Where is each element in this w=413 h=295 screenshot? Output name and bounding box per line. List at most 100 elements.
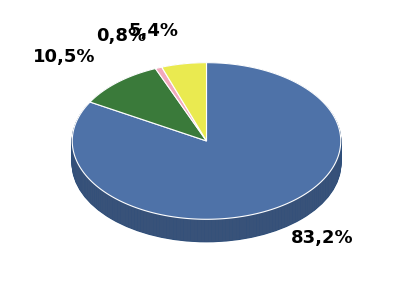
PathPatch shape bbox=[180, 218, 183, 240]
PathPatch shape bbox=[290, 201, 292, 225]
PathPatch shape bbox=[269, 209, 272, 232]
PathPatch shape bbox=[194, 219, 197, 242]
PathPatch shape bbox=[336, 160, 337, 184]
Ellipse shape bbox=[72, 75, 341, 232]
PathPatch shape bbox=[157, 214, 160, 237]
PathPatch shape bbox=[128, 205, 131, 228]
PathPatch shape bbox=[89, 179, 91, 203]
PathPatch shape bbox=[256, 213, 260, 236]
Ellipse shape bbox=[72, 69, 341, 226]
PathPatch shape bbox=[99, 188, 101, 212]
PathPatch shape bbox=[226, 218, 229, 241]
PathPatch shape bbox=[101, 189, 103, 213]
PathPatch shape bbox=[120, 201, 123, 225]
PathPatch shape bbox=[163, 215, 166, 238]
PathPatch shape bbox=[75, 158, 76, 182]
PathPatch shape bbox=[233, 217, 236, 240]
PathPatch shape bbox=[201, 219, 204, 242]
PathPatch shape bbox=[332, 166, 334, 190]
PathPatch shape bbox=[74, 154, 75, 178]
PathPatch shape bbox=[247, 215, 250, 238]
PathPatch shape bbox=[295, 198, 298, 222]
PathPatch shape bbox=[266, 210, 269, 234]
PathPatch shape bbox=[236, 217, 240, 240]
PathPatch shape bbox=[310, 189, 312, 213]
PathPatch shape bbox=[177, 217, 180, 240]
PathPatch shape bbox=[335, 162, 336, 186]
PathPatch shape bbox=[318, 183, 320, 206]
Ellipse shape bbox=[72, 78, 341, 235]
Ellipse shape bbox=[72, 69, 341, 225]
Ellipse shape bbox=[72, 77, 341, 233]
PathPatch shape bbox=[126, 204, 128, 227]
PathPatch shape bbox=[320, 181, 322, 205]
PathPatch shape bbox=[338, 154, 339, 178]
PathPatch shape bbox=[312, 188, 314, 212]
PathPatch shape bbox=[112, 197, 115, 221]
PathPatch shape bbox=[78, 164, 79, 188]
PathPatch shape bbox=[72, 63, 341, 219]
Ellipse shape bbox=[72, 81, 341, 237]
PathPatch shape bbox=[77, 162, 78, 186]
Ellipse shape bbox=[72, 66, 341, 223]
Ellipse shape bbox=[72, 80, 341, 237]
PathPatch shape bbox=[79, 166, 80, 190]
Ellipse shape bbox=[72, 81, 341, 238]
PathPatch shape bbox=[308, 191, 310, 215]
PathPatch shape bbox=[327, 173, 329, 198]
PathPatch shape bbox=[300, 196, 303, 219]
PathPatch shape bbox=[190, 219, 194, 241]
Ellipse shape bbox=[72, 73, 341, 230]
PathPatch shape bbox=[140, 209, 144, 232]
Ellipse shape bbox=[72, 65, 341, 222]
PathPatch shape bbox=[263, 211, 266, 235]
PathPatch shape bbox=[272, 208, 275, 232]
PathPatch shape bbox=[147, 211, 150, 235]
PathPatch shape bbox=[222, 219, 226, 241]
Ellipse shape bbox=[72, 70, 341, 227]
PathPatch shape bbox=[212, 219, 215, 242]
PathPatch shape bbox=[298, 197, 300, 221]
PathPatch shape bbox=[105, 192, 107, 216]
PathPatch shape bbox=[284, 204, 287, 227]
Ellipse shape bbox=[72, 74, 341, 230]
PathPatch shape bbox=[144, 210, 147, 233]
PathPatch shape bbox=[103, 191, 105, 215]
PathPatch shape bbox=[81, 170, 83, 194]
Text: 10,5%: 10,5% bbox=[33, 48, 96, 66]
Ellipse shape bbox=[72, 79, 341, 236]
PathPatch shape bbox=[91, 181, 93, 205]
Ellipse shape bbox=[72, 83, 341, 240]
PathPatch shape bbox=[325, 175, 327, 199]
Ellipse shape bbox=[72, 75, 341, 231]
Ellipse shape bbox=[72, 72, 341, 229]
PathPatch shape bbox=[314, 186, 316, 210]
PathPatch shape bbox=[208, 219, 212, 242]
Ellipse shape bbox=[72, 78, 341, 234]
PathPatch shape bbox=[219, 219, 222, 241]
PathPatch shape bbox=[250, 214, 253, 237]
Text: 83,2%: 83,2% bbox=[291, 229, 353, 247]
PathPatch shape bbox=[131, 206, 135, 230]
PathPatch shape bbox=[123, 202, 126, 226]
PathPatch shape bbox=[118, 200, 120, 223]
Ellipse shape bbox=[72, 85, 341, 242]
PathPatch shape bbox=[330, 170, 331, 194]
PathPatch shape bbox=[166, 216, 170, 239]
PathPatch shape bbox=[93, 182, 95, 206]
Ellipse shape bbox=[72, 72, 341, 228]
PathPatch shape bbox=[278, 206, 281, 230]
PathPatch shape bbox=[253, 214, 256, 237]
PathPatch shape bbox=[197, 219, 201, 242]
PathPatch shape bbox=[90, 68, 206, 141]
PathPatch shape bbox=[292, 200, 295, 223]
PathPatch shape bbox=[281, 205, 284, 228]
PathPatch shape bbox=[215, 219, 219, 242]
PathPatch shape bbox=[150, 212, 153, 235]
PathPatch shape bbox=[138, 208, 140, 232]
PathPatch shape bbox=[115, 198, 118, 222]
PathPatch shape bbox=[339, 150, 340, 174]
PathPatch shape bbox=[331, 168, 332, 192]
PathPatch shape bbox=[303, 194, 305, 218]
Ellipse shape bbox=[72, 68, 341, 224]
